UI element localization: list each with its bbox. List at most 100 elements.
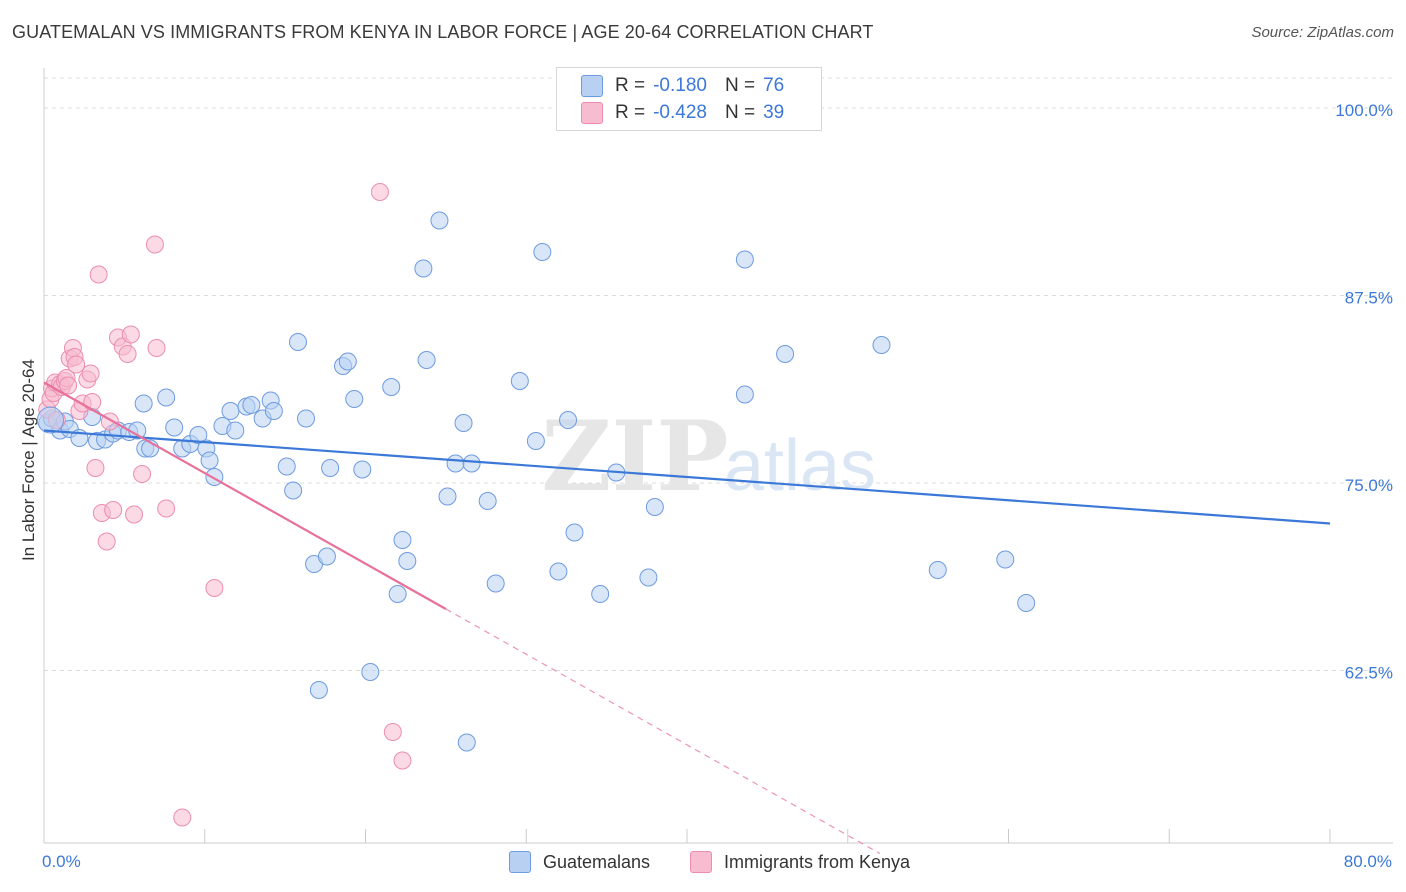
legend-n-value: 76: [763, 75, 785, 96]
guatemalan-point: [872, 336, 891, 354]
series-legend: Guatemalans Immigrants from Kenya: [0, 851, 1406, 877]
guatemalan-point: [438, 487, 457, 506]
guatemalan-point: [393, 531, 412, 549]
kenya-point: [133, 465, 152, 483]
guatemalan-point: [996, 550, 1015, 569]
guatemalan-point: [309, 681, 328, 699]
y-tick-label: 75.0%: [1345, 476, 1393, 495]
guatemalan-point: [157, 388, 176, 407]
guatemalan-point: [321, 459, 340, 477]
legend-n-value: 39: [763, 102, 785, 123]
y-tick-label: 87.5%: [1345, 289, 1393, 308]
series-swatch-kenya: [690, 851, 712, 873]
kenya-point: [393, 751, 412, 770]
guatemalan-point: [645, 498, 664, 516]
guatemalan-cluster-point: [36, 406, 64, 434]
watermark-atlas: atlas: [724, 426, 876, 506]
guatemalan-point: [510, 372, 529, 390]
guatemalan-point: [226, 421, 245, 440]
chart-title: GUATEMALAN VS IMMIGRANTS FROM KENYA IN L…: [12, 22, 874, 42]
guatemalan-point: [414, 259, 433, 278]
guatemalan-point: [462, 454, 481, 473]
kenya-trendline: [43, 381, 447, 610]
guatemalan-point: [277, 457, 296, 476]
guatemalan-point: [478, 492, 497, 510]
legend-r-label: R =: [615, 75, 646, 96]
legend-swatch-guatemalans: [581, 75, 603, 97]
guatemalan-point: [242, 396, 261, 414]
legend-row-guatemalans: R = -0.180 N = 76: [581, 74, 784, 98]
x-tick-label-min: 0.0%: [42, 852, 81, 871]
guatemalan-point: [345, 390, 364, 408]
guatemalan-point: [928, 561, 947, 579]
guatemalan-point: [457, 733, 476, 752]
kenya-trendline-extension: [445, 608, 881, 855]
guatemalan-point: [297, 409, 316, 428]
kenya-point: [147, 339, 166, 357]
kenya-point: [370, 183, 389, 201]
legend-row-kenya: R = -0.428 N = 39: [581, 101, 784, 125]
guatemalan-point: [398, 552, 417, 570]
guatemalan-point: [134, 394, 153, 413]
guatemalan-point: [361, 663, 380, 681]
guatemalan-point: [549, 562, 568, 581]
guatemalan-point: [430, 211, 449, 230]
guatemalan-point: [526, 432, 545, 450]
kenya-point: [89, 265, 108, 284]
kenya-point: [121, 325, 140, 344]
legend-r-value: -0.428: [653, 102, 707, 123]
guatemalan-point: [189, 426, 208, 444]
guatemalan-point: [776, 345, 795, 363]
guatemalan-point: [221, 402, 240, 420]
guatemalan-point: [288, 333, 307, 351]
legend-n-label: N =: [724, 102, 756, 123]
guatemalan-trendline: [43, 429, 1331, 525]
source-label: Source: ZipAtlas.com: [1251, 24, 1394, 41]
kenya-point: [157, 499, 176, 518]
guatemalan-point: [382, 378, 401, 396]
kenya-point: [86, 459, 105, 477]
kenya-point: [81, 364, 100, 383]
guatemalan-point: [353, 460, 372, 479]
kenya-point: [59, 376, 78, 395]
guatemalan-point: [1017, 594, 1036, 612]
series-legend-label: Guatemalans: [543, 851, 651, 872]
legend-r-label: R =: [615, 102, 646, 123]
y-tick-label: 62.5%: [1345, 664, 1393, 683]
guatemalan-point: [559, 411, 578, 429]
guatemalan-point: [417, 351, 436, 369]
guatemalan-point: [264, 402, 283, 420]
kenya-point: [383, 723, 402, 741]
guatemalan-point: [639, 568, 658, 587]
guatemalan-point: [454, 414, 473, 432]
kenya-point: [173, 808, 192, 827]
y-tick-label: 100.0%: [1335, 101, 1393, 120]
guatemalan-point: [388, 585, 407, 603]
kenya-point: [83, 393, 102, 411]
legend-r-value: -0.180: [653, 75, 707, 96]
kenya-point: [118, 345, 137, 363]
guatemalan-point: [284, 481, 303, 500]
x-tick-label-max: 80.0%: [1343, 852, 1392, 871]
correlation-legend: R = -0.180 N = 76 R = -0.428 N = 39: [556, 67, 822, 131]
guatemalan-point: [533, 243, 552, 261]
series-swatch-guatemalans: [509, 851, 531, 873]
kenya-point: [145, 235, 164, 254]
legend-n-label: N =: [724, 75, 756, 96]
kenya-point: [205, 579, 224, 597]
kenya-point: [104, 501, 123, 519]
guatemalan-point: [565, 523, 584, 542]
guatemalan-point: [338, 352, 357, 371]
kenya-point: [97, 532, 116, 551]
series-legend-guatemalans: Guatemalans: [509, 851, 650, 873]
guatemalan-point: [446, 454, 465, 473]
series-legend-kenya: Immigrants from Kenya: [690, 851, 910, 873]
guatemalan-point: [200, 451, 219, 470]
legend-swatch-kenya: [581, 102, 603, 124]
guatemalan-point: [486, 574, 505, 593]
kenya-point: [67, 355, 86, 374]
kenya-point: [125, 505, 144, 524]
guatemalan-point: [165, 418, 184, 437]
series-legend-label: Immigrants from Kenya: [724, 851, 911, 872]
